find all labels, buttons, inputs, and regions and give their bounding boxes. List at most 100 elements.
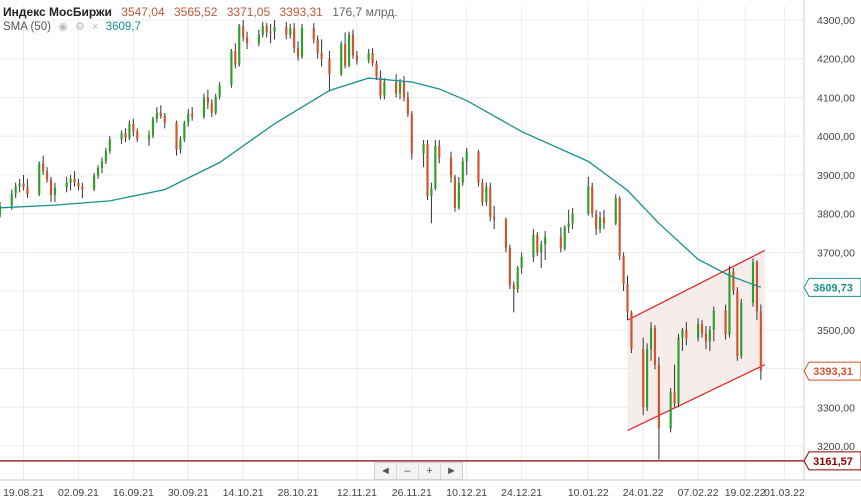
candle-body (677, 337, 680, 404)
x-tick-label: 26.11.21 (392, 487, 432, 499)
channel-upper-line (627, 249, 766, 321)
candle-body (347, 34, 351, 66)
zoom-in-button[interactable]: + (419, 463, 441, 479)
candle-body (567, 223, 570, 228)
high-value: 3565,52 (174, 5, 218, 19)
candle-body (504, 219, 508, 248)
candle-body (65, 182, 68, 188)
candle-body (653, 327, 657, 365)
candle-body (587, 186, 590, 214)
sma-line (0, 77, 762, 288)
candle-body (379, 77, 382, 96)
y-tick-label: 3800,00 (817, 209, 855, 221)
candle-body (438, 145, 441, 158)
x-tick-label: 30.09.21 (168, 487, 209, 499)
sma-value: 3609,7 (105, 21, 141, 33)
x-tick-label: 19.08.21 (3, 487, 44, 499)
candle-body (732, 271, 735, 292)
candle-body (210, 103, 213, 113)
x-tick-label: 19.02.22 (725, 487, 766, 499)
x-tick-label: 24.01.22 (623, 487, 664, 499)
candle-body (285, 26, 288, 35)
candle-body (571, 213, 574, 224)
x-tick-label: 10.01.22 (568, 487, 609, 499)
candle-body (563, 227, 566, 249)
candle-body (559, 236, 562, 249)
candle-body (740, 302, 743, 357)
candle-body (81, 186, 84, 190)
candle-body (18, 183, 21, 187)
candle-body (108, 139, 111, 151)
y-tick-label: 4300,00 (817, 15, 855, 27)
candle-body (183, 122, 186, 140)
candle-body (49, 179, 53, 196)
sma-line-layer (0, 77, 762, 288)
candle-body (151, 118, 155, 136)
candle-body (175, 122, 178, 150)
candle-body (622, 256, 625, 285)
sma-price-badge (803, 277, 861, 297)
candle-body (155, 112, 158, 119)
support-price-badge-label: 3161,57 (813, 456, 853, 468)
candle-body (759, 311, 762, 372)
x-tick-label: 12.11.21 (337, 487, 377, 499)
candle-body (147, 135, 151, 140)
candle-body (751, 262, 755, 303)
candle-body (591, 186, 594, 214)
candle-body (410, 113, 413, 154)
candle-body (375, 63, 378, 78)
close-icon[interactable]: × (92, 21, 99, 33)
candle-body (457, 182, 460, 208)
candle-body (532, 234, 535, 258)
candle-body (618, 198, 621, 257)
low-value: 3371,05 (226, 5, 271, 19)
y-tick-label: 4100,00 (817, 92, 855, 104)
candle-body (508, 247, 511, 286)
candle-body (422, 143, 425, 154)
candle-body (649, 327, 653, 350)
sma-label: SMA (50) (3, 21, 51, 33)
close-value: 3393,31 (279, 5, 323, 19)
candle-body (191, 113, 194, 117)
y-tick-label: 4200,00 (817, 54, 855, 66)
candle-body (234, 50, 237, 65)
candle-body (708, 329, 711, 342)
candle-body (93, 175, 96, 190)
y-tick-label: 4000,00 (817, 131, 855, 143)
candle-body (179, 139, 182, 150)
candle-body (598, 217, 602, 230)
candle-body (453, 176, 457, 208)
candle-body (300, 27, 304, 57)
candle-body (289, 27, 292, 35)
candle-body (159, 112, 162, 117)
candle-body (38, 163, 41, 195)
x-tick-label: 24.12.21 (501, 487, 542, 499)
scroll-right-button[interactable]: ► (446, 465, 457, 477)
last-price-badge-label: 3393,31 (813, 366, 853, 378)
candle-body (261, 25, 264, 35)
candle-body (493, 216, 496, 220)
candle-body (700, 324, 704, 334)
candle-body (53, 187, 56, 196)
candle-body (10, 193, 13, 206)
candle-body (163, 116, 166, 123)
gear-icon[interactable]: ⚙ (74, 21, 85, 33)
x-tick-label: 07.02.22 (678, 487, 719, 499)
scroll-left-button[interactable]: ◄ (375, 463, 397, 479)
support-price-badge (803, 451, 861, 471)
candle-body (673, 391, 676, 404)
candle-body (0, 205, 2, 216)
candle-body (465, 151, 468, 162)
candle-body (320, 52, 323, 59)
zoom-out-button[interactable]: – (397, 463, 419, 479)
candle-body (265, 25, 268, 33)
candle-body (100, 161, 104, 168)
eye-icon[interactable]: ◉ (58, 21, 68, 33)
chart-header: Индекс МосБиржи 3547,04 3565,52 3371,05 … (3, 5, 398, 19)
candle-body (69, 178, 72, 183)
price-badges: 3609,73 3393,31 3161,57 (803, 277, 861, 471)
candle-body (449, 157, 453, 177)
candle-body (269, 31, 272, 33)
